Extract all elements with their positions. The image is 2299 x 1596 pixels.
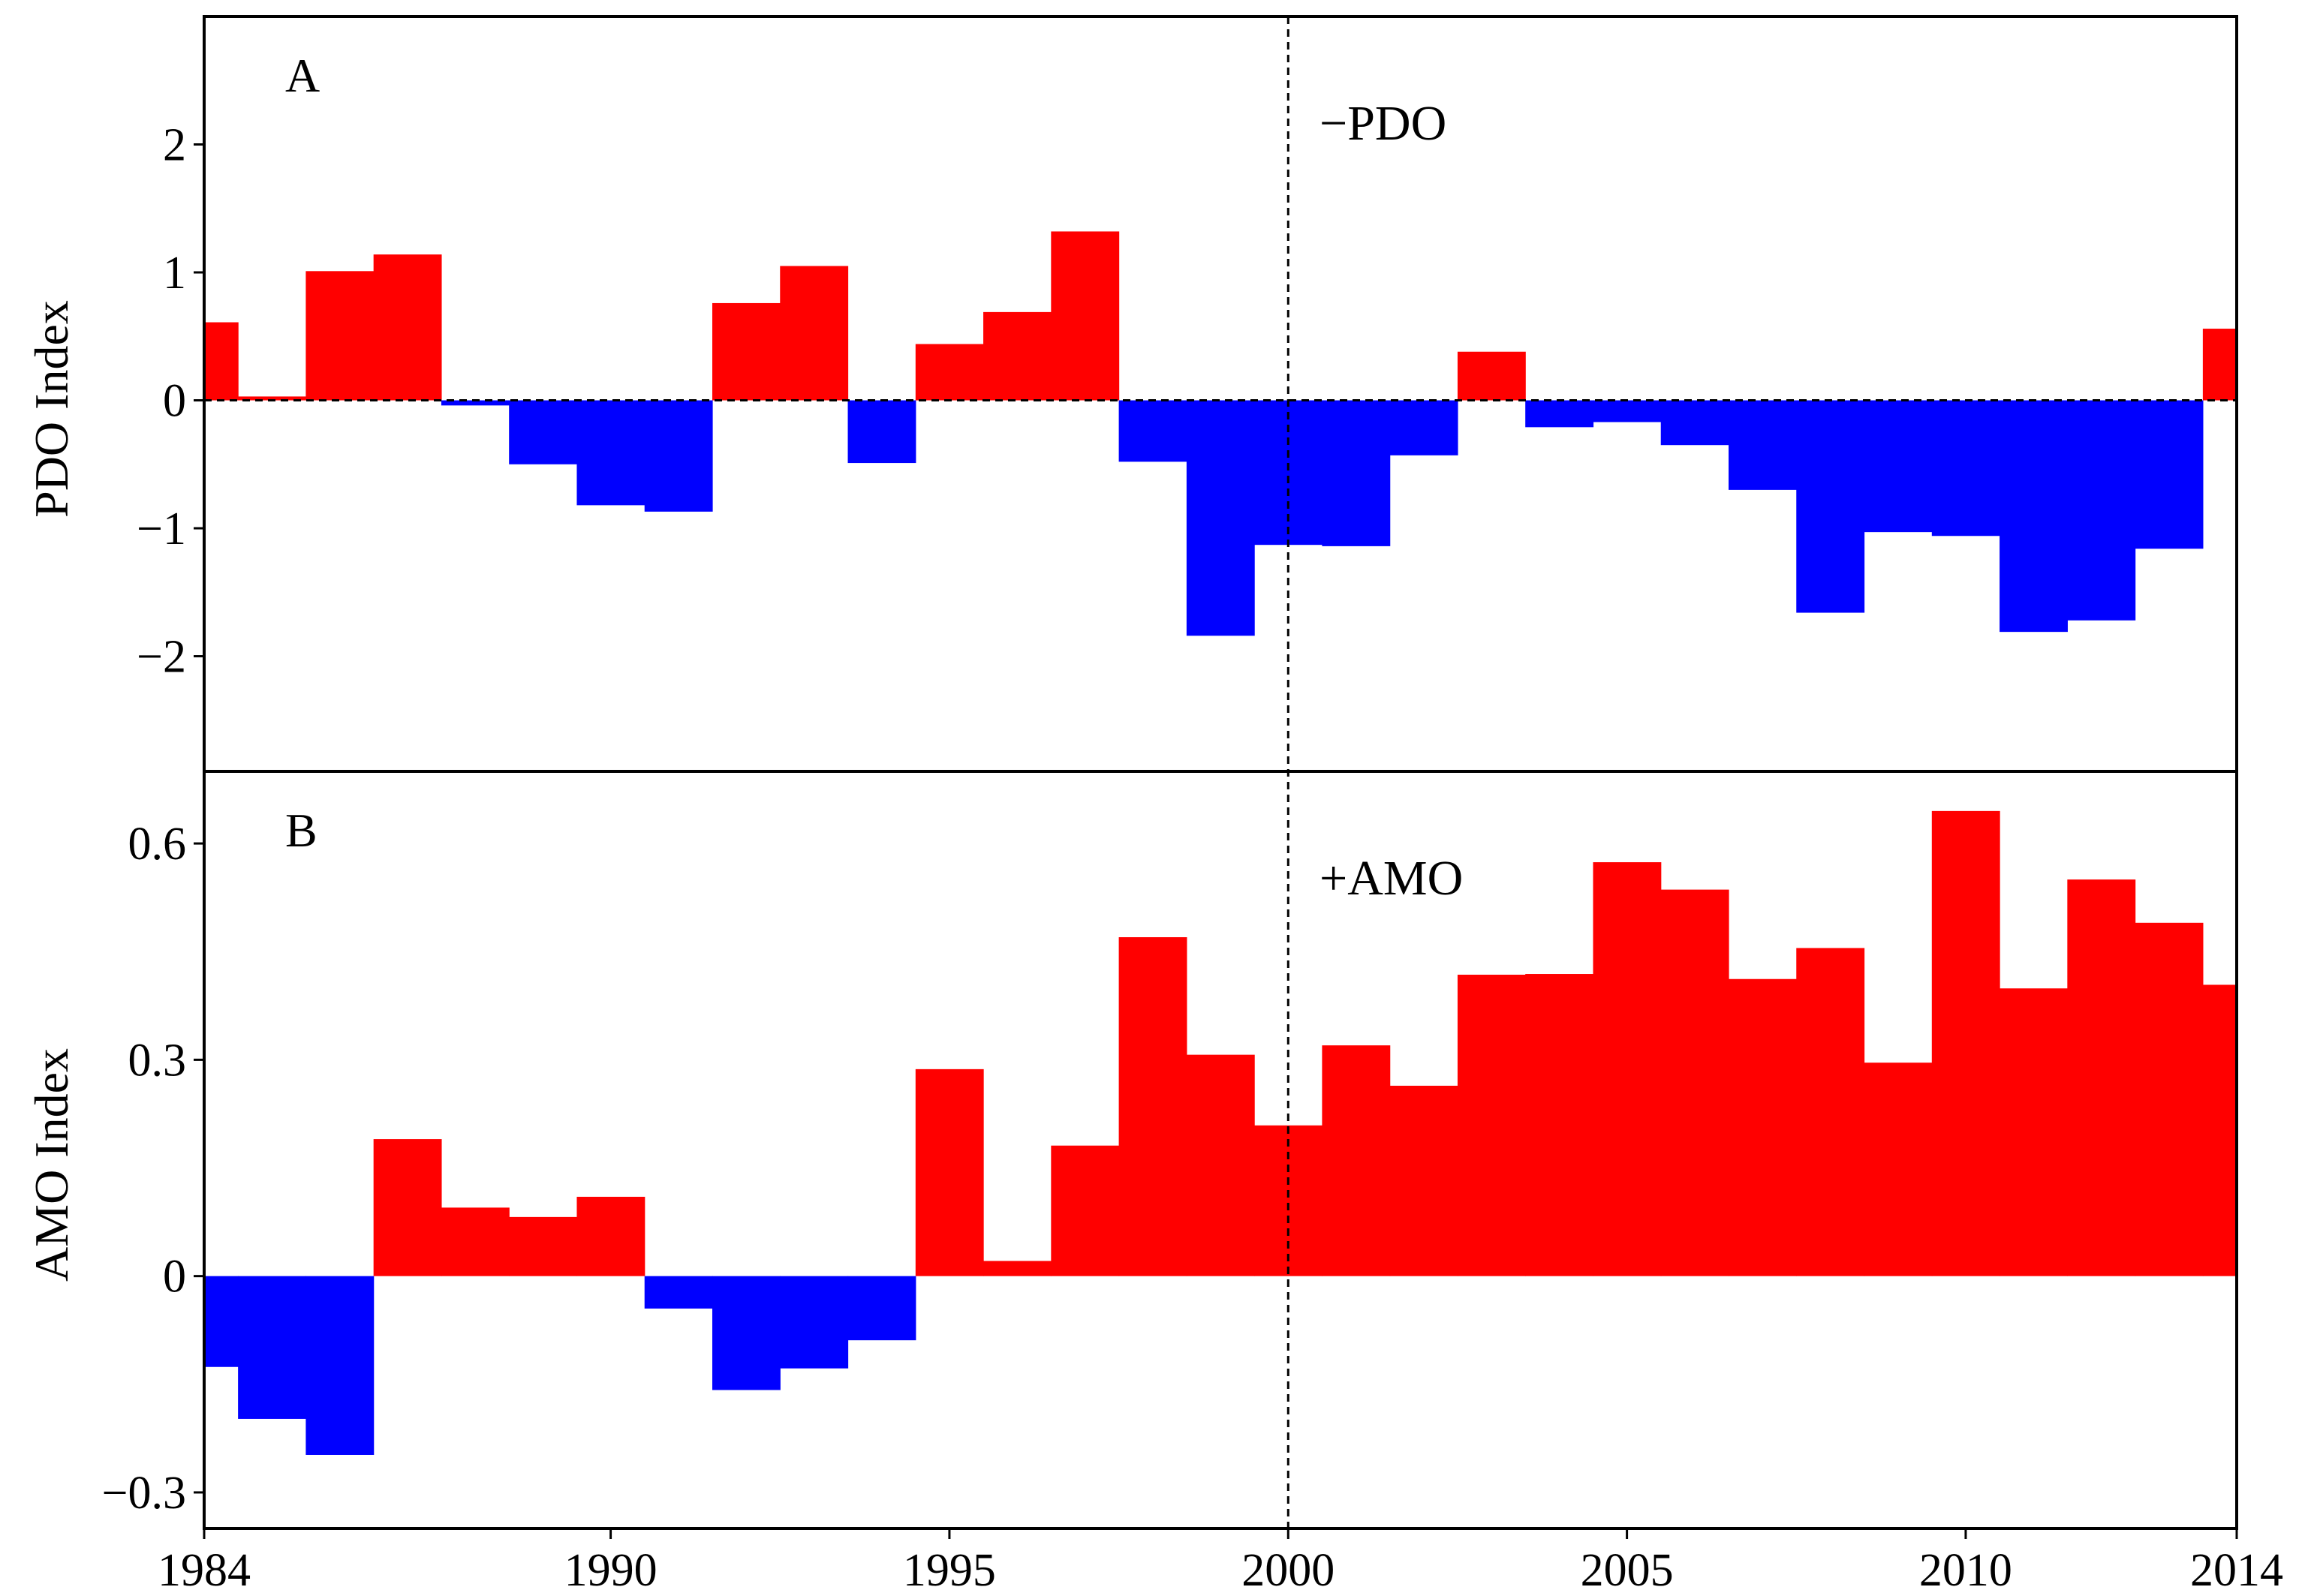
pdo-y-tick-label: −2 <box>137 632 186 683</box>
amo-bar-19 <box>1457 974 1526 1276</box>
pdo-bar-24 <box>1796 400 1865 613</box>
pdo-bar-22 <box>1660 400 1729 446</box>
amo-bar-16 <box>1254 1125 1323 1276</box>
amo-bar-24 <box>1796 948 1865 1276</box>
amo-bar-13 <box>1051 1145 1120 1276</box>
amo-bar-9 <box>780 1276 849 1369</box>
x-tick-label: 2000 <box>1241 1545 1335 1596</box>
pdo-bar-29 <box>2135 400 2204 549</box>
x-tick-label: 2005 <box>1581 1545 1674 1596</box>
amo-bar-22 <box>1660 889 1729 1276</box>
pdo-y-tick-label: −1 <box>137 503 186 555</box>
pdo-bar-27 <box>2000 400 2068 633</box>
pdo-bar-9 <box>780 266 849 401</box>
pdo-bar-12 <box>983 311 1052 401</box>
amo-bar-6 <box>576 1196 645 1276</box>
amo-bar-4 <box>441 1207 510 1276</box>
amo-panel: 0.6 0.3 0 −0.3 1984 1990 1995 2000 2005 2010 2014… <box>25 770 2283 1596</box>
pdo-bar-20 <box>1525 400 1594 428</box>
amo-x-ticks: 1984 1990 1995 2000 2005 2010 2014 <box>158 1528 2283 1596</box>
amo-bar-18 <box>1389 1085 1458 1276</box>
pdo-bar-2 <box>305 271 375 401</box>
panel-label-a: A <box>285 49 320 102</box>
amo-annotation: +AMO <box>1320 851 1463 906</box>
amo-plot-frame <box>203 770 2238 1530</box>
x-tick-label: 2010 <box>1919 1545 2012 1596</box>
pdo-bar-8 <box>712 302 781 401</box>
pdo-bar-14 <box>1118 400 1187 462</box>
pdo-bar-7 <box>644 400 713 512</box>
x-tick-label: 2014 <box>2190 1545 2283 1596</box>
pdo-y-axis-title: PDO Index <box>25 300 78 518</box>
pdo-annotation: −PDO <box>1320 96 1446 151</box>
amo-bar-28 <box>2067 879 2136 1276</box>
pdo-bar-10 <box>847 400 916 464</box>
pdo-bar-18 <box>1389 400 1458 455</box>
amo-bar-23 <box>1729 978 1797 1276</box>
pdo-bar-30 <box>2202 329 2237 401</box>
amo-bar-26 <box>1931 810 2000 1276</box>
amo-bar-25 <box>1864 1062 1933 1276</box>
x-tick-label: 1995 <box>903 1545 996 1596</box>
pdo-bar-26 <box>1931 400 2000 537</box>
pdo-bar-28 <box>2067 400 2136 621</box>
pdo-bar-4 <box>441 400 510 406</box>
pdo-bar-0 <box>204 322 239 401</box>
amo-bar-10 <box>847 1276 916 1341</box>
panel-label-b: B <box>285 804 317 857</box>
amo-bar-1 <box>238 1276 306 1419</box>
pdo-y-tick-label: 2 <box>163 120 186 171</box>
pdo-bar-3 <box>373 254 442 401</box>
amo-bar-5 <box>509 1216 578 1276</box>
amo-bar-30 <box>2202 984 2237 1276</box>
pdo-panel: 2 1 0 −1 −2 A −PDO PDO Index <box>25 15 2238 773</box>
pdo-bar-15 <box>1186 400 1255 636</box>
amo-y-axis-title: AMO Index <box>25 1048 78 1282</box>
amo-bar-29 <box>2135 922 2204 1276</box>
amo-bar-3 <box>373 1139 442 1276</box>
amo-y-tick-label: 0.3 <box>128 1035 187 1086</box>
pdo-bar-16 <box>1254 400 1323 546</box>
pdo-bar-13 <box>1051 231 1120 401</box>
pdo-bar-5 <box>509 400 578 464</box>
pdo-bar-11 <box>915 344 984 401</box>
amo-bar-20 <box>1525 974 1594 1276</box>
pdo-bar-6 <box>576 400 645 506</box>
amo-bar-0 <box>204 1276 239 1367</box>
amo-bar-14 <box>1118 937 1187 1276</box>
amo-y-tick-label: 0 <box>163 1252 186 1303</box>
pdo-y-tick-label: 0 <box>163 376 186 427</box>
amo-bar-12 <box>983 1261 1052 1276</box>
pdo-bar-25 <box>1864 400 1933 533</box>
amo-bar-17 <box>1322 1045 1391 1276</box>
pdo-bar-21 <box>1593 400 1662 422</box>
amo-bar-8 <box>712 1276 781 1390</box>
pdo-bar-17 <box>1322 400 1391 546</box>
pdo-bars <box>204 231 2237 636</box>
pdo-bar-19 <box>1457 351 1526 401</box>
amo-bar-2 <box>305 1276 375 1455</box>
amo-bar-7 <box>644 1276 713 1309</box>
pdo-bar-1 <box>238 396 306 401</box>
amo-bar-21 <box>1593 862 1662 1276</box>
x-tick-label: 1990 <box>564 1545 658 1596</box>
x-tick-label: 1984 <box>158 1545 251 1596</box>
amo-y-ticks: 0.6 0.3 0 −0.3 <box>102 819 204 1519</box>
amo-bar-27 <box>2000 988 2068 1276</box>
pdo-bar-23 <box>1729 400 1797 490</box>
amo-bar-15 <box>1186 1054 1255 1276</box>
amo-y-tick-label: −0.3 <box>102 1468 186 1519</box>
pdo-y-ticks: 2 1 0 −1 −2 <box>137 120 204 683</box>
amo-bar-11 <box>915 1069 984 1276</box>
amo-y-tick-label: 0.6 <box>128 819 187 870</box>
pdo-y-tick-label: 1 <box>163 248 186 299</box>
amo-bars <box>204 810 2237 1455</box>
